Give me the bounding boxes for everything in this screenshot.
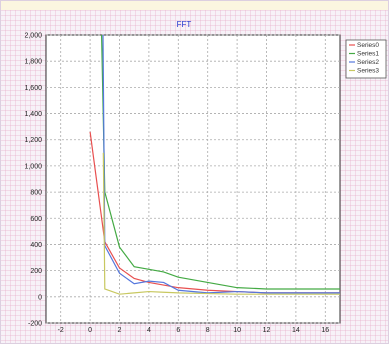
legend-label: Series3 (357, 68, 379, 75)
y-tick-label: 1,200 (24, 137, 42, 144)
x-tick-label: -2 (58, 327, 64, 334)
y-tick-label: 1,600 (24, 85, 42, 92)
series-line-3 (102, 152, 340, 295)
legend-label: Series0 (357, 42, 379, 49)
y-tick-label: 1,800 (24, 59, 42, 66)
x-axis-ticks: -2 0 2 4 6 8 10 12 14 16 (58, 327, 330, 334)
y-tick-label: 200 (30, 268, 42, 275)
x-tick-label: 6 (176, 327, 180, 334)
legend-box (345, 39, 387, 79)
y-tick-label: 2,000 (24, 33, 42, 40)
x-tick-label: 2 (118, 327, 122, 334)
series-lines (89, 35, 340, 295)
x-tick-label: 16 (321, 327, 329, 334)
y-tick-label: 1,400 (24, 111, 42, 118)
x-tick-label: 8 (206, 327, 210, 334)
y-tick-label: 800 (30, 190, 42, 197)
top-strip (0, 0, 389, 10)
plot-area (45, 34, 341, 324)
series-line-2 (102, 35, 340, 294)
chart-title: FFT (177, 20, 192, 29)
x-tick-label: 12 (263, 327, 271, 334)
y-tick-label: 1,000 (24, 163, 42, 170)
x-tick-label: 4 (147, 327, 151, 334)
series-line-1 (100, 35, 340, 290)
y-tick-label: -200 (28, 321, 42, 328)
x-tick-label: 0 (88, 327, 92, 334)
x-tick-label: 10 (233, 327, 241, 334)
x-tick-label: 14 (292, 327, 300, 334)
y-tick-label: 600 (30, 216, 42, 223)
y-tick-label: 400 (30, 242, 42, 249)
y-tick-label: 0 (38, 294, 42, 301)
legend-label: Series1 (357, 51, 379, 58)
legend-label: Series2 (357, 59, 379, 66)
y-axis-ticks: -200 0 200 400 600 800 1,000 1,200 1,400 1,600 1,8… (24, 33, 42, 328)
